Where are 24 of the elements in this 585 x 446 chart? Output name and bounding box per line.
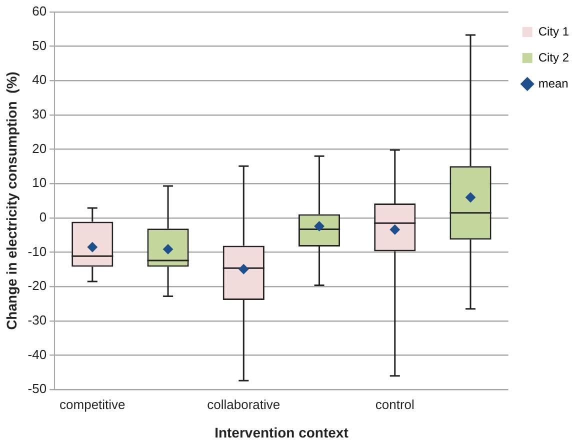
point [87, 242, 98, 252]
y-tick-label: -50 [28, 381, 47, 396]
y-tick-label: 20 [32, 140, 47, 156]
y-tick-label: -10 [28, 244, 47, 259]
legend-label: mean [538, 76, 568, 90]
y-tick-label: 60 [32, 4, 47, 19]
y-tick-label: -30 [28, 312, 47, 328]
x-tick-label: competitive [60, 396, 126, 412]
y-tick-label: 50 [32, 38, 47, 53]
y-axis-title: Change in electricity consumption (%) [3, 72, 20, 330]
legend-label: City 2 [538, 50, 570, 64]
y-tick-label: 0 [39, 210, 47, 225]
x-tick-label: collaborative [207, 396, 280, 412]
point [466, 192, 476, 202]
y-tick-label: -20 [28, 278, 47, 294]
legend-label: City 1 [538, 24, 570, 38]
y-tick-label: 30 [32, 106, 47, 122]
point [390, 224, 400, 235]
x-tick-label: control [375, 396, 415, 412]
y-tick-label: -40 [28, 346, 47, 362]
y-tick-label: 10 [32, 175, 47, 190]
x-axis-title: Intervention context [214, 424, 349, 440]
point [238, 264, 249, 274]
y-tick-label: 40 [32, 72, 47, 88]
